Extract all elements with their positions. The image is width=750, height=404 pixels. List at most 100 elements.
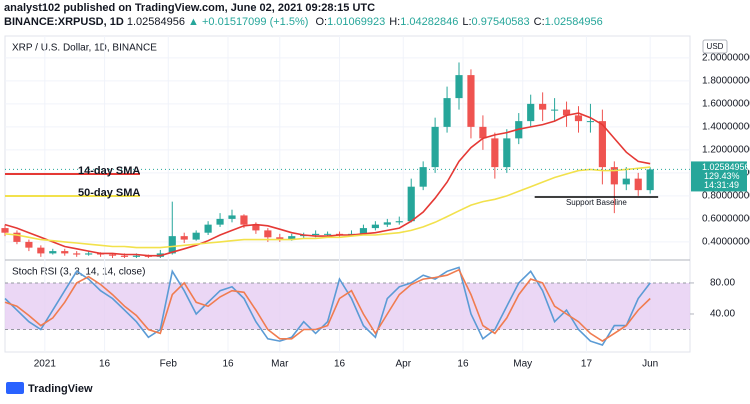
y-tick-label: 0.60000000 [702, 214, 750, 225]
candle-body [13, 232, 21, 242]
candle-body [228, 215, 236, 219]
y-tick-label: 80.00 [710, 278, 735, 289]
candle-body [610, 167, 618, 185]
x-tick-label: 17 [581, 359, 593, 370]
candle-body [598, 121, 606, 168]
x-tick-label: Apr [395, 359, 411, 370]
candle-body [312, 233, 320, 235]
currency-box [702, 39, 728, 54]
candle-body [371, 224, 379, 229]
x-tick-label: Jun [642, 359, 658, 370]
candle-body [1, 228, 9, 233]
brand-icon [6, 382, 24, 394]
ohlc-value: 0.97540583 [472, 16, 530, 28]
y-tick-label: 0.80000000 [702, 191, 750, 202]
candle-body [634, 178, 642, 191]
candle-body [491, 138, 499, 168]
candle-body [455, 75, 463, 99]
brand-name: TradingView [28, 383, 93, 395]
candle-body [383, 222, 391, 225]
candle-body [216, 218, 224, 225]
candle-body [192, 232, 200, 240]
price-tag-box [691, 161, 747, 192]
candle-body [108, 254, 117, 256]
countdown-tag: 14:31:49 [704, 180, 739, 190]
candle-body [467, 75, 475, 127]
candle-body [25, 241, 33, 248]
ohlc-value: 1.02584956 [545, 16, 603, 28]
y-tick-label: 2.00000000 [702, 52, 750, 63]
candle-body [120, 255, 129, 257]
candle-body [73, 253, 81, 255]
change-tag: 129.43% [704, 171, 740, 181]
candle-body [586, 121, 595, 123]
candle-body [562, 109, 571, 116]
x-tick-label: May [513, 359, 532, 370]
candle-body [264, 230, 272, 238]
candle-body [37, 247, 45, 254]
candle-body [180, 236, 188, 240]
candle-body [443, 98, 451, 127]
x-tick-label: 16 [222, 359, 234, 370]
y-tick-label: 40.00 [710, 309, 735, 320]
candle-body [551, 109, 559, 111]
candle-body [85, 253, 93, 255]
ohlc-label: C: [534, 16, 545, 28]
candle-body [252, 224, 260, 231]
candle-body [276, 237, 284, 240]
candle-body [407, 186, 415, 222]
candle-body [132, 255, 141, 257]
brand: TradingView [6, 382, 93, 395]
candle-body [646, 169, 654, 191]
y-tick-label: 0.40000000 [702, 237, 750, 248]
y-tick-label: 1.80000000 [702, 76, 750, 87]
y-tick-label: 1.60000000 [702, 99, 750, 110]
plot-frame [4, 35, 691, 353]
candle-body [419, 167, 427, 187]
x-tick-label: 16 [334, 359, 346, 370]
author-line: analyst102 published on TradingView.com,… [4, 2, 375, 14]
price-tag: 1.02584956 [702, 162, 750, 172]
x-tick-label: Feb [160, 359, 178, 370]
ohlc-value: 1.01069923 [327, 16, 385, 28]
candle-body [359, 228, 368, 234]
candle-body [288, 236, 296, 240]
rsi-line [4, 268, 651, 343]
x-tick-label: Mar [271, 359, 289, 370]
ohlc-label: L: [462, 16, 471, 28]
candle-body [527, 103, 535, 122]
chart-title: XRP / U.S. Dollar, 1D, BINANCE [12, 43, 157, 54]
candle-body [324, 233, 332, 235]
ohlc-label: H: [389, 16, 400, 28]
candle-body [204, 224, 212, 233]
sma-line [4, 166, 651, 249]
rsi-line [4, 266, 651, 346]
candle-body [574, 115, 583, 122]
ohlc-label: O: [315, 16, 327, 28]
candle-body [49, 251, 57, 254]
y-tick-label: 1.20000000 [702, 145, 750, 156]
x-tick-label: 16 [99, 359, 111, 370]
legend-label: 14-day SMA [78, 165, 140, 177]
change: ▲ +0.01517099 (+1.5%) [188, 16, 308, 28]
candle-body [168, 236, 176, 254]
candle-body [622, 178, 630, 185]
ohlc-value: 1.04282846 [400, 16, 458, 28]
legend-label: 50-day SMA [78, 187, 140, 199]
x-tick-label: 16 [457, 359, 469, 370]
candle-body [61, 251, 69, 254]
sma-line [4, 112, 651, 257]
price: 1.02584956 [127, 16, 185, 28]
currency: USD [707, 42, 724, 51]
candle-body [479, 126, 487, 139]
support-label: Support Baseline [566, 198, 627, 207]
x-tick-label: 2021 [34, 359, 57, 370]
candle-body [395, 221, 403, 223]
y-tick-label: 1.40000000 [702, 122, 750, 133]
candle-body [431, 126, 439, 168]
candle-body [240, 215, 248, 225]
symbol-line: BINANCE:XRPUSD, 1D 1.02584956 ▲ +0.01517… [4, 16, 603, 28]
candle-body [539, 103, 547, 110]
